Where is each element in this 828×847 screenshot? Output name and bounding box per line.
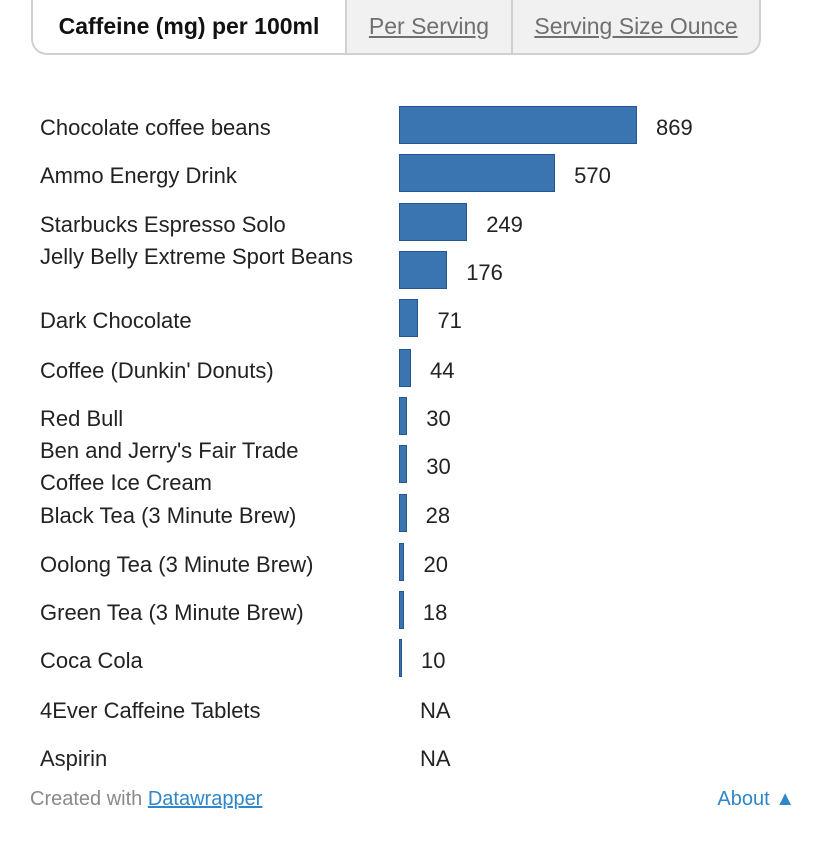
category-label: Chocolate coffee beans: [40, 115, 271, 140]
category-label: Coca Cola: [40, 648, 143, 673]
value-label: 869: [656, 115, 693, 140]
bar: [399, 543, 405, 581]
bar: [399, 299, 419, 337]
bar: [399, 154, 556, 192]
category-label: Dark Chocolate: [40, 308, 192, 333]
category-label: Aspirin: [40, 746, 108, 771]
bar: [399, 494, 407, 532]
category-label: Ben and Jerry's Fair Trade Coffee Ice Cr…: [40, 438, 299, 495]
value-label: NA: [420, 698, 451, 723]
datawrapper-link[interactable]: Datawrapper: [147, 788, 263, 810]
bar: [399, 445, 408, 483]
value-label: 176: [466, 260, 503, 285]
value-label: 10: [421, 648, 446, 673]
tab-per-serving[interactable]: Per Serving: [345, 0, 511, 53]
category-label: Coffee (Dunkin' Donuts): [40, 358, 274, 383]
value-label: 249: [486, 212, 523, 237]
bar: [399, 203, 468, 241]
value-label: 30: [426, 454, 451, 479]
bar: [399, 251, 448, 289]
value-label: 570: [574, 163, 611, 188]
bar: [399, 639, 402, 677]
value-label: 18: [422, 600, 448, 625]
credit-text: Created with Datawrapper: [30, 788, 262, 811]
category-label: Ammo Energy Drink: [40, 163, 237, 188]
value-label: 71: [437, 308, 462, 333]
value-label: 28: [425, 503, 451, 528]
category-label: Oolong Tea (3 Minute Brew): [40, 552, 314, 577]
category-label: Red Bull: [40, 406, 124, 431]
category-label: 4Ever Caffeine Tablets: [40, 698, 261, 723]
value-label: 20: [423, 552, 448, 577]
bar: [399, 106, 637, 144]
category-label: Starbucks Espresso Solo: [40, 212, 286, 237]
about-link[interactable]: About ▲: [717, 788, 795, 810]
tab-bar: Caffeine (mg) per 100ml Per Serving Serv…: [31, 0, 761, 55]
tab-serving-size-ounce[interactable]: Serving Size Ounce: [511, 0, 759, 53]
bar: [399, 397, 408, 435]
category-label: Black Tea (3 Minute Brew): [40, 503, 297, 528]
bar: [399, 591, 404, 629]
value-label: 44: [430, 358, 455, 383]
tab-per-100ml[interactable]: Caffeine (mg) per 100ml: [33, 0, 345, 53]
category-label: Green Tea (3 Minute Brew): [40, 600, 304, 625]
bar: [399, 349, 412, 387]
value-label: 30: [426, 406, 451, 431]
credit-prefix: Created with: [30, 788, 148, 810]
value-label: NA: [420, 746, 451, 771]
category-label: Jelly Belly Extreme Sport Beans: [40, 244, 354, 269]
